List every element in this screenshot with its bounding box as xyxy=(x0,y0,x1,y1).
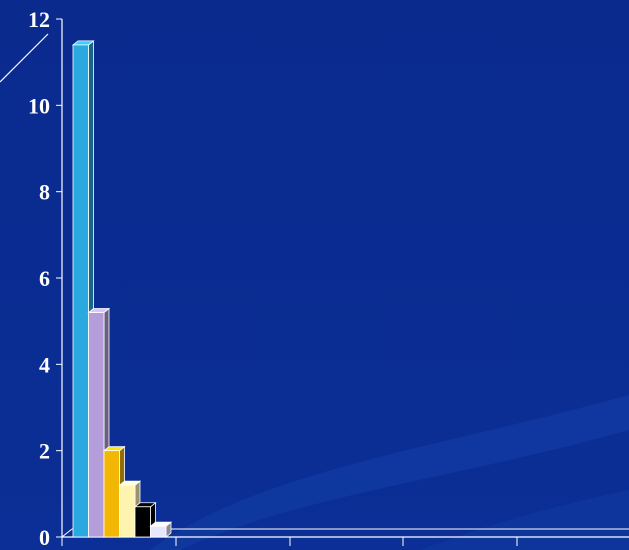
y-tick-label-12: 12 xyxy=(28,7,50,32)
floor-depth-edge xyxy=(61,528,73,538)
y-tick-label-8: 8 xyxy=(39,180,50,205)
background-swoosh-2 xyxy=(420,490,629,550)
bar-front-3 xyxy=(119,484,136,538)
wall-depth-edge xyxy=(0,33,49,83)
y-tick-label-2: 2 xyxy=(39,439,50,464)
bar-5 xyxy=(149,521,173,538)
y-tick-label-6: 6 xyxy=(39,266,50,291)
bar-front-0 xyxy=(72,44,89,538)
y-tick-label-0: 0 xyxy=(39,525,50,550)
y-tick-label-4: 4 xyxy=(39,352,50,377)
bar-front-5 xyxy=(150,525,167,538)
y-tick-label-10: 10 xyxy=(28,93,50,118)
bar-front-2 xyxy=(103,450,120,538)
bars xyxy=(71,40,173,538)
tick-labels: 0 2 4 6 8 10 12 xyxy=(28,7,50,550)
bar-front-4 xyxy=(134,506,151,538)
bar-front-1 xyxy=(88,312,105,538)
background-swoosh xyxy=(150,395,629,550)
